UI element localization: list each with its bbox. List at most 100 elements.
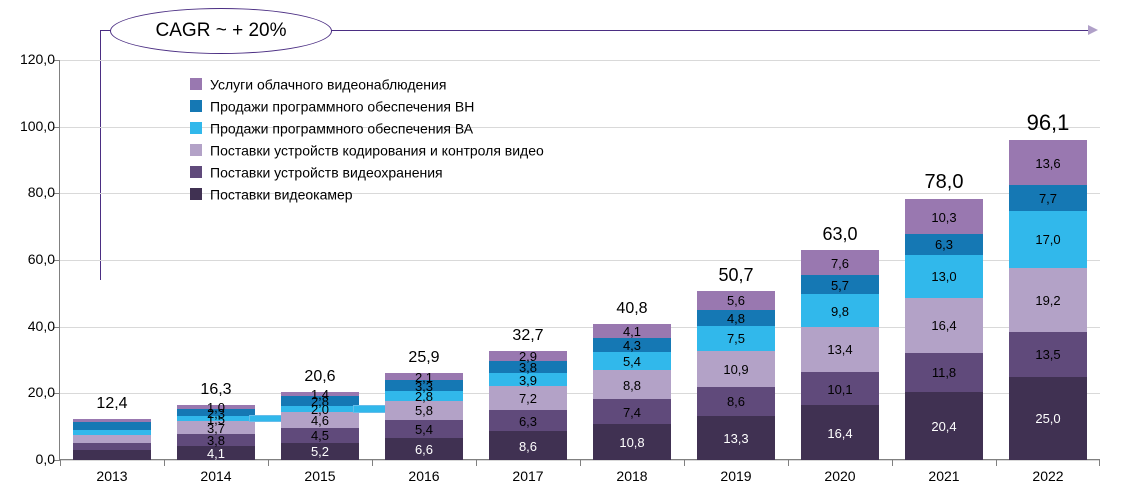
bar-segment-sw_ba: 7,5: [697, 326, 775, 351]
bar-segment-storage: [73, 443, 151, 450]
segment-value-label: 4,1: [177, 447, 255, 460]
segment-value-label: 4,3: [593, 339, 671, 352]
segment-value-label: 5,4: [593, 355, 671, 368]
cagr-ellipse: CAGR ~ + 20%: [110, 8, 332, 54]
y-axis-label: 60,0: [5, 251, 55, 267]
x-axis-label: 2021: [894, 468, 994, 484]
segment-value-label: 5,4: [385, 423, 463, 436]
bar-segment-storage: 13,5: [1009, 332, 1087, 377]
bar-segment-storage: 3,8: [177, 434, 255, 447]
legend-label: Поставки устройств кодирования и контрол…: [210, 142, 544, 158]
bar-segment-sw_bn: [73, 422, 151, 430]
segment-value-label: 5,2: [281, 445, 359, 458]
y-axis-label: 80,0: [5, 184, 55, 200]
bar-segment-encoding: 8,8: [593, 370, 671, 399]
segment-value-label: 6,6: [385, 443, 463, 456]
x-tick: [580, 460, 581, 466]
segment-value-label: 16,4: [905, 319, 983, 332]
legend-swatch-icon: [190, 188, 202, 200]
segment-value-label: 2,1: [385, 371, 463, 384]
x-axis-label: 2017: [478, 468, 578, 484]
bar-segment-cloud: [73, 419, 151, 422]
segment-value-label: 16,4: [801, 427, 879, 440]
legend-swatch-icon: [190, 78, 202, 90]
segment-value-label: 10,3: [905, 211, 983, 224]
x-axis-label: 2015: [270, 468, 370, 484]
bar-segment-cameras: 20,4: [905, 392, 983, 460]
segment-value-label: 3,8: [177, 434, 255, 447]
bar-segment-sw_bn: 7,7: [1009, 185, 1087, 211]
bar-segment-storage: 6,3: [489, 410, 567, 431]
bar-total-label: 40,8: [572, 300, 692, 318]
x-tick: [1099, 460, 1100, 466]
bar-segment-cameras: 6,6: [385, 438, 463, 460]
x-axis-label: 2019: [686, 468, 786, 484]
bar-segment-cameras: 13,3: [697, 416, 775, 460]
segment-value-label: 20,4: [905, 420, 983, 433]
segment-value-label: 25,0: [1009, 412, 1087, 425]
segment-value-label: 5,8: [385, 404, 463, 417]
x-axis-label: 2020: [790, 468, 890, 484]
segment-value-label: 7,5: [697, 332, 775, 345]
bar-segment-cameras: 5,2: [281, 443, 359, 460]
bar-total-label: 16,3: [156, 381, 276, 399]
highlight-box: [353, 405, 387, 414]
segment-value-label: 17,0: [1009, 233, 1087, 246]
bar-total-label: 20,6: [260, 368, 380, 386]
x-tick: [476, 460, 477, 466]
bar-total-label: 25,9: [364, 349, 484, 367]
segment-value-label: 7,6: [801, 257, 879, 270]
bar-segment-cameras: 25,0: [1009, 377, 1087, 460]
legend-swatch-icon: [190, 100, 202, 112]
x-tick: [60, 460, 61, 466]
bar-segment-cloud: 13,6: [1009, 140, 1087, 185]
bar-segment-cloud: 2,1: [385, 373, 463, 380]
bar-segment-cameras: 4,1: [177, 446, 255, 460]
bar-segment-cameras: 8,6: [489, 431, 567, 460]
bar-segment-storage: 4,5: [281, 428, 359, 443]
highlight-box: [249, 415, 283, 422]
segment-value-label: 5,6: [697, 294, 775, 307]
bar-segment-storage: 7,4: [593, 399, 671, 424]
legend-item: Поставки видеокамер: [190, 182, 544, 202]
legend-item: Поставки устройств видеохранения: [190, 160, 544, 180]
segment-value-label: 8,6: [697, 395, 775, 408]
x-tick: [372, 460, 373, 466]
stacked-bar-chart: CAGR ~ + 20% 4,13,83,71,52,31,05,24,54,6…: [0, 0, 1125, 501]
bar-segment-cloud: 1,0: [177, 405, 255, 408]
segment-value-label: 11,8: [905, 366, 983, 379]
bar-segment-storage: 8,6: [697, 387, 775, 416]
segment-value-label: 7,7: [1009, 192, 1087, 205]
legend-item: Услуги облачного видеонаблюдения: [190, 72, 544, 92]
y-axis-label: 100,0: [5, 118, 55, 134]
segment-value-label: 2,9: [489, 350, 567, 363]
bar-segment-sw_ba: 17,0: [1009, 211, 1087, 268]
x-tick: [996, 460, 997, 466]
bar-total-label: 63,0: [780, 224, 900, 245]
bar-segment-sw_ba: 9,8: [801, 294, 879, 327]
bar-segment-cameras: [73, 450, 151, 460]
bar-segment-cameras: 16,4: [801, 405, 879, 460]
legend-swatch-icon: [190, 122, 202, 134]
arrow-head-icon: [1088, 25, 1098, 35]
segment-value-label: 4,1: [593, 325, 671, 338]
x-axis-label: 2022: [998, 468, 1098, 484]
bar-segment-cloud: 2,9: [489, 351, 567, 361]
segment-value-label: 1,4: [281, 388, 359, 401]
legend-item: Продажи программного обеспечения ВА: [190, 116, 544, 136]
segment-value-label: 6,3: [489, 415, 567, 428]
y-axis-label: 40,0: [5, 318, 55, 334]
segment-value-label: 3,9: [489, 374, 567, 387]
bar-segment-sw_ba: 5,4: [593, 352, 671, 370]
segment-value-label: 4,5: [281, 429, 359, 442]
segment-value-label: 4,8: [697, 312, 775, 325]
x-axis-label: 2014: [166, 468, 266, 484]
bar-segment-sw_bn: 4,3: [593, 338, 671, 352]
bar-segment-cameras: 10,8: [593, 424, 671, 460]
bar-segment-sw_ba: [73, 430, 151, 435]
cagr-label: CAGR ~ + 20%: [156, 9, 287, 53]
segment-value-label: 1,0: [177, 401, 255, 414]
segment-value-label: 10,8: [593, 436, 671, 449]
legend: Услуги облачного видеонаблюдения Продажи …: [190, 70, 544, 204]
x-tick: [268, 460, 269, 466]
